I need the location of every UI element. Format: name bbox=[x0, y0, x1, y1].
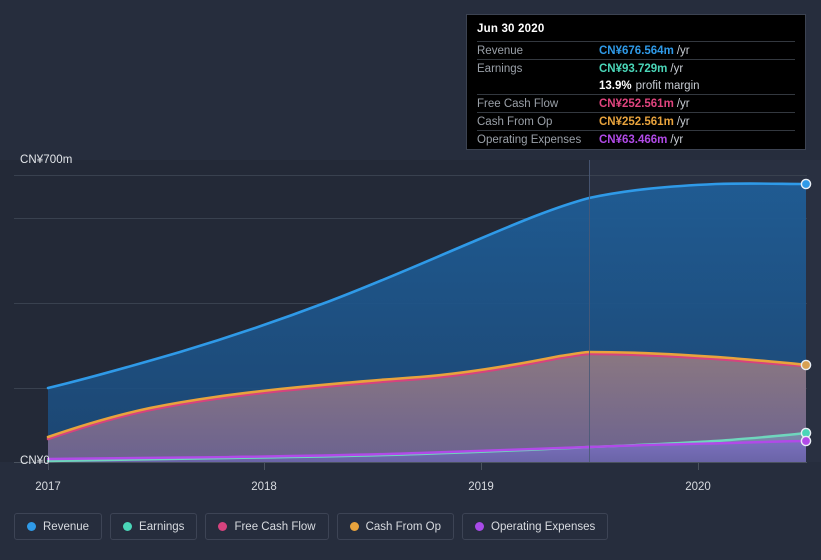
legend-item-free-cash-flow[interactable]: Free Cash Flow bbox=[205, 513, 329, 540]
tooltip-unit-revenue: /yr bbox=[676, 44, 690, 57]
x-axis-tick-2019: 2019 bbox=[468, 481, 494, 493]
tooltip-row-cash-from-op: Cash From Op CN¥252.561m /yr bbox=[477, 112, 795, 130]
chart-tooltip: Jun 30 2020 Revenue CN¥676.564m /yr Earn… bbox=[466, 14, 806, 150]
tooltip-value-earnings: CN¥93.729m bbox=[599, 62, 668, 75]
tooltip-row-earnings: Earnings CN¥93.729m /yr bbox=[477, 59, 795, 77]
legend-label-operating-expenses: Operating Expenses bbox=[491, 520, 596, 533]
tooltip-row-operating-expenses: Operating Expenses CN¥63.466m /yr bbox=[477, 130, 795, 148]
tooltip-value-profit-margin: 13.9% bbox=[599, 79, 632, 92]
legend-item-operating-expenses[interactable]: Operating Expenses bbox=[462, 513, 609, 540]
x-axis-tick-2017: 2017 bbox=[35, 481, 61, 493]
tooltip-unit-operating-expenses: /yr bbox=[670, 133, 684, 146]
legend-item-cash-from-op[interactable]: Cash From Op bbox=[336, 513, 455, 540]
area-cash-from-op bbox=[48, 352, 806, 462]
tooltip-unit-free-cash-flow: /yr bbox=[676, 97, 690, 110]
line-operating-expenses bbox=[46, 439, 808, 461]
legend-label-revenue: Revenue bbox=[43, 520, 90, 533]
x-axis-tick-2020: 2020 bbox=[685, 481, 711, 493]
tooltip-unit-cash-from-op: /yr bbox=[676, 115, 690, 128]
legend-label-free-cash-flow: Free Cash Flow bbox=[234, 520, 316, 533]
legend-label-earnings: Earnings bbox=[139, 520, 185, 533]
tooltip-row-profit-margin: 13.9% profit margin bbox=[477, 77, 795, 94]
endpoint-markers bbox=[800, 178, 812, 447]
tooltip-label-free-cash-flow: Free Cash Flow bbox=[477, 97, 559, 110]
tooltip-label-cash-from-op: Cash From Op bbox=[477, 115, 553, 128]
chart-canvas: CN¥700m CN¥0 2017 2018 2019 2020 bbox=[14, 154, 812, 493]
endpoint-revenue bbox=[800, 178, 812, 190]
x-tick-marks bbox=[48, 462, 699, 470]
legend-dot-cash-from-op-icon bbox=[349, 522, 359, 531]
legend-dot-operating-expenses-icon bbox=[475, 522, 485, 531]
tooltip-row-free-cash-flow: Free Cash Flow CN¥252.561m /yr bbox=[477, 94, 795, 112]
endpoint-operating-expenses bbox=[800, 435, 812, 447]
tooltip-label-operating-expenses: Operating Expenses bbox=[477, 133, 582, 146]
endpoint-cash-from-op bbox=[800, 359, 812, 371]
tooltip-label-revenue: Revenue bbox=[477, 44, 524, 57]
legend-dot-free-cash-flow-icon bbox=[218, 522, 228, 531]
tooltip-date: Jun 30 2020 bbox=[477, 23, 545, 35]
tooltip-row-revenue: Revenue CN¥676.564m /yr bbox=[477, 41, 795, 59]
y-axis-top-label: CN¥700m bbox=[20, 154, 73, 166]
line-revenue bbox=[46, 182, 808, 390]
legend-dot-earnings-icon bbox=[123, 522, 133, 531]
line-cash-from-op bbox=[46, 350, 808, 439]
legend-label-cash-from-op: Cash From Op bbox=[365, 520, 442, 533]
tooltip-value-free-cash-flow: CN¥252.561m bbox=[599, 97, 674, 110]
legend-item-earnings[interactable]: Earnings bbox=[110, 513, 198, 540]
y-axis-zero-label: CN¥0 bbox=[20, 455, 50, 467]
tooltip-value-revenue: CN¥676.564m bbox=[599, 44, 674, 57]
legend-item-revenue[interactable]: Revenue bbox=[14, 513, 103, 540]
financial-area-chart bbox=[14, 160, 812, 470]
tooltip-value-cash-from-op: CN¥252.561m bbox=[599, 115, 674, 128]
x-axis-tick-2018: 2018 bbox=[251, 481, 277, 493]
tooltip-unit-profit-margin: profit margin bbox=[635, 79, 700, 92]
tooltip-label-earnings: Earnings bbox=[477, 62, 523, 75]
tooltip-value-operating-expenses: CN¥63.466m bbox=[599, 133, 668, 146]
tooltip-unit-earnings: /yr bbox=[670, 62, 684, 75]
legend-dot-revenue-icon bbox=[27, 522, 36, 531]
line-free-cash-flow bbox=[46, 352, 808, 441]
chart-legend: Revenue Earnings Free Cash Flow Cash Fro… bbox=[14, 513, 609, 540]
